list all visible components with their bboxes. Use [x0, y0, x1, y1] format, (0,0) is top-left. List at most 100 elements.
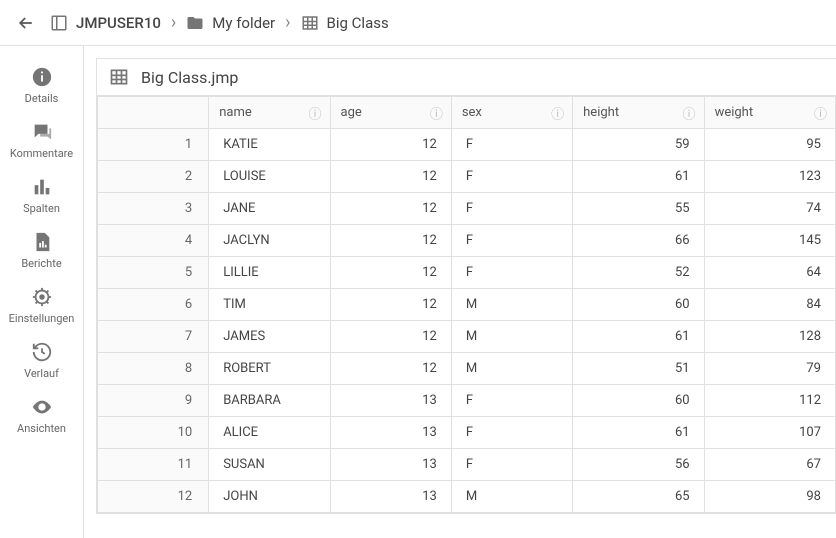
cell-height: 61: [573, 321, 704, 353]
row-number: 7: [98, 321, 209, 353]
cell-height: 52: [573, 257, 704, 289]
table-row[interactable]: 9BARBARA13F60112: [98, 385, 836, 417]
arrow-left-icon: [16, 13, 36, 33]
content-area: Big Class.jmp nameⓘ ageⓘ sexⓘ heightⓘ we…: [84, 46, 836, 538]
breadcrumb-folder[interactable]: My folder: [180, 5, 281, 41]
cell-name: JANE: [209, 193, 330, 225]
back-button[interactable]: [8, 5, 44, 41]
column-header-height[interactable]: heightⓘ: [573, 97, 704, 129]
row-number: 10: [98, 417, 209, 449]
cell-sex: F: [451, 193, 572, 225]
cell-height: 51: [573, 353, 704, 385]
sidebar-item-label: Kommentare: [10, 147, 73, 160]
table-icon: [301, 14, 319, 32]
chevron-right-icon: ›: [167, 12, 180, 33]
sidebar-item-label: Details: [25, 92, 59, 105]
cell-sex: M: [451, 481, 572, 513]
sidebar-item-comments[interactable]: Kommentare: [0, 113, 83, 168]
cell-sex: M: [451, 321, 572, 353]
data-table: nameⓘ ageⓘ sexⓘ heightⓘ weightⓘ 1KATIE12…: [96, 95, 836, 514]
cell-age: 12: [330, 225, 451, 257]
cell-height: 59: [573, 129, 704, 161]
info-icon[interactable]: ⓘ: [551, 103, 564, 122]
row-number: 4: [98, 225, 209, 257]
eye-icon: [31, 396, 53, 418]
cell-name: ALICE: [209, 417, 330, 449]
info-icon[interactable]: ⓘ: [430, 103, 443, 122]
file-title: Big Class.jmp: [141, 68, 238, 87]
cell-sex: M: [451, 353, 572, 385]
breadcrumb-root[interactable]: JMPUSER10: [44, 5, 167, 41]
table-row[interactable]: 7JAMES12M61128: [98, 321, 836, 353]
cell-age: 13: [330, 417, 451, 449]
table-row[interactable]: 6TIM12M6084: [98, 289, 836, 321]
sidebar-item-views[interactable]: Ansichten: [0, 388, 83, 443]
table-row[interactable]: 1KATIE12F5995: [98, 129, 836, 161]
cell-age: 12: [330, 129, 451, 161]
cell-age: 13: [330, 385, 451, 417]
cell-weight: 107: [704, 417, 835, 449]
cell-sex: M: [451, 289, 572, 321]
cell-weight: 67: [704, 449, 835, 481]
cell-weight: 123: [704, 161, 835, 193]
cell-name: JACLYN: [209, 225, 330, 257]
cell-age: 13: [330, 449, 451, 481]
cell-height: 61: [573, 417, 704, 449]
info-icon[interactable]: ⓘ: [814, 103, 827, 122]
sidebar-item-label: Verlauf: [24, 367, 59, 380]
breadcrumb-file-label: Big Class: [327, 14, 389, 32]
cell-weight: 84: [704, 289, 835, 321]
cell-weight: 112: [704, 385, 835, 417]
row-number: 9: [98, 385, 209, 417]
cell-name: JOHN: [209, 481, 330, 513]
breadcrumb-folder-label: My folder: [212, 14, 275, 32]
info-icon[interactable]: ⓘ: [683, 103, 696, 122]
cell-name: ROBERT: [209, 353, 330, 385]
info-icon[interactable]: ⓘ: [309, 103, 322, 122]
cell-name: JAMES: [209, 321, 330, 353]
sidebar-item-reports[interactable]: Berichte: [0, 223, 83, 278]
cell-age: 12: [330, 161, 451, 193]
cell-height: 66: [573, 225, 704, 257]
column-header-age[interactable]: ageⓘ: [330, 97, 451, 129]
cell-age: 12: [330, 321, 451, 353]
cell-weight: 79: [704, 353, 835, 385]
table-row[interactable]: 2LOUISE12F61123: [98, 161, 836, 193]
table-row[interactable]: 10ALICE13F61107: [98, 417, 836, 449]
sidebar-item-history[interactable]: Verlauf: [0, 333, 83, 388]
comments-icon: [31, 121, 53, 143]
file-header: Big Class.jmp: [96, 58, 836, 95]
column-header-name[interactable]: nameⓘ: [209, 97, 330, 129]
history-icon: [31, 341, 53, 363]
row-number-header[interactable]: [98, 97, 209, 129]
table-row[interactable]: 8ROBERT12M5179: [98, 353, 836, 385]
cell-age: 13: [330, 481, 451, 513]
cell-name: SUSAN: [209, 449, 330, 481]
table-row[interactable]: 12JOHN13M6598: [98, 481, 836, 513]
row-number: 11: [98, 449, 209, 481]
cell-sex: F: [451, 225, 572, 257]
gear-icon: [31, 286, 53, 308]
table-row[interactable]: 4JACLYN12F66145: [98, 225, 836, 257]
chevron-right-icon: ›: [281, 12, 294, 33]
table-row[interactable]: 3JANE12F5574: [98, 193, 836, 225]
breadcrumb-file[interactable]: Big Class: [295, 5, 395, 41]
column-header-sex[interactable]: sexⓘ: [451, 97, 572, 129]
table-row[interactable]: 5LILLIE12F5264: [98, 257, 836, 289]
sidebar-item-details[interactable]: Details: [0, 58, 83, 113]
table-row[interactable]: 11SUSAN13F5667: [98, 449, 836, 481]
row-number: 1: [98, 129, 209, 161]
sidebar-item-settings[interactable]: Einstellungen: [0, 278, 83, 333]
sidebar-item-columns[interactable]: Spalten: [0, 168, 83, 223]
cell-sex: F: [451, 161, 572, 193]
file-icon: [31, 231, 53, 253]
cell-weight: 64: [704, 257, 835, 289]
breadcrumb-bar: JMPUSER10 › My folder › Big Class: [0, 0, 836, 46]
cell-weight: 98: [704, 481, 835, 513]
cell-sex: F: [451, 257, 572, 289]
column-header-weight[interactable]: weightⓘ: [704, 97, 835, 129]
sidebar-item-label: Berichte: [21, 257, 61, 270]
bars-icon: [31, 176, 53, 198]
row-number: 3: [98, 193, 209, 225]
cell-name: BARBARA: [209, 385, 330, 417]
